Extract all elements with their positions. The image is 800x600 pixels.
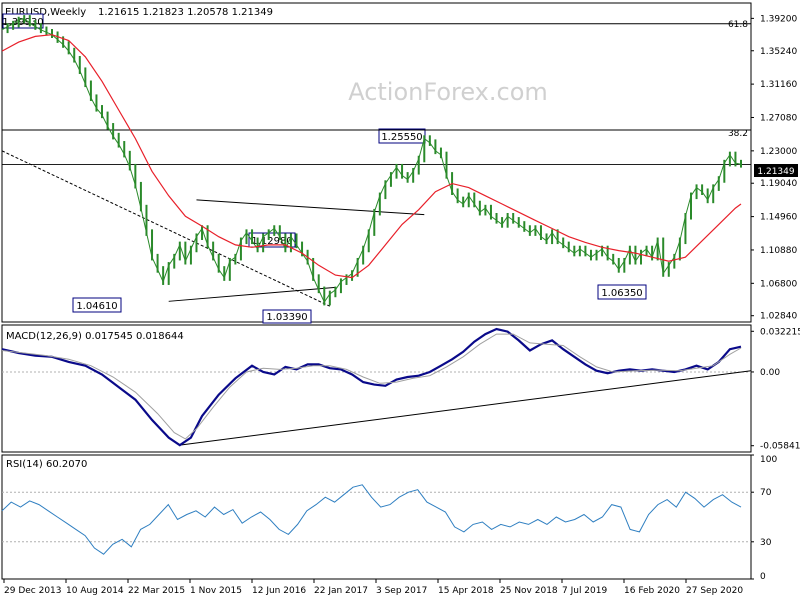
triangle-lower-line — [168, 286, 336, 302]
dashed-trendline — [1, 150, 331, 307]
price-panel — [1, 2, 752, 323]
x-tick-label: 16 Feb 2020 — [624, 586, 680, 596]
macd-trendline — [179, 370, 752, 446]
x-tick-label: 25 Nov 2018 — [500, 586, 558, 596]
rsi-title: RSI(14) 60.2070 — [6, 459, 87, 470]
macd-panel — [1, 324, 752, 453]
current-price-marker: 1.21349 — [754, 164, 798, 177]
watermark: ActionForex.com — [348, 78, 548, 106]
svg-text:1.39930: 1.39930 — [2, 17, 43, 28]
rsi-y-tick-label: 0 — [760, 572, 766, 582]
price-y-tick-label: 1.23000 — [760, 147, 797, 157]
signal-line — [1, 333, 742, 440]
rsi-y-tick-label: 100 — [760, 455, 777, 465]
svg-text:1.21349: 1.21349 — [757, 167, 794, 177]
label-low-1.06350: 1.06350 — [597, 284, 647, 300]
x-tick-label: 12 Jun 2016 — [252, 586, 306, 596]
price-y-tick-label: 1.14960 — [760, 213, 797, 223]
rsi-line — [1, 484, 742, 555]
price-y-tick-label: 1.06800 — [760, 279, 797, 289]
price-y-tick-label: 1.31160 — [760, 80, 797, 90]
macd-y-tick-label: 0.00 — [760, 368, 780, 378]
x-tick-label: 7 Jul 2019 — [562, 586, 607, 596]
moving-average-line — [1, 34, 742, 279]
price-y-tick-label: 1.35240 — [760, 47, 797, 57]
svg-text:1.03390: 1.03390 — [266, 312, 307, 323]
price-y-tick-label: 1.10880 — [760, 246, 797, 256]
x-tick-label: 29 Dec 2013 — [4, 586, 62, 596]
x-tick-label: 15 Apr 2018 — [438, 586, 494, 596]
chart-symbol: EURUSD,Weekly — [5, 7, 86, 18]
chart-ohlc: 1.21615 1.21823 1.20578 1.21349 — [98, 7, 273, 18]
svg-text:1.12980: 1.12980 — [251, 236, 292, 247]
fib-label-382: 38.2 — [728, 129, 748, 139]
x-tick-label: 10 Aug 2014 — [66, 586, 124, 596]
x-tick-label: 27 Sep 2020 — [686, 586, 743, 596]
rsi-y-tick-label: 30 — [760, 538, 772, 548]
label-low-1.04610: 1.04610 — [72, 297, 122, 313]
macd-y-tick-label: 0.032215 — [760, 327, 800, 337]
macd-title: MACD(12,26,9) 0.017545 0.018644 — [6, 331, 184, 342]
price-y-tick-label: 1.39200 — [760, 14, 797, 24]
x-tick-label: 22 Mar 2015 — [128, 586, 185, 596]
label-high-1.25550: 1.25550 — [378, 128, 426, 144]
svg-text:1.25550: 1.25550 — [381, 132, 422, 143]
label-low-1.03390: 1.03390 — [262, 309, 312, 324]
svg-text:1.06350: 1.06350 — [601, 288, 642, 299]
rsi-y-tick-label: 70 — [760, 488, 772, 498]
macd-line — [1, 327, 742, 447]
macd-y-tick-label: -0.058413 — [760, 442, 800, 452]
triangle-upper-line — [196, 199, 425, 216]
fib-label-618: 61.8 — [728, 20, 748, 30]
price-y-tick-label: 1.02840 — [760, 312, 797, 322]
x-tick-label: 22 Jan 2017 — [314, 586, 368, 596]
price-y-tick-label: 1.19040 — [760, 179, 797, 189]
price-y-tick-label: 1.27080 — [760, 113, 797, 123]
svg-text:1.04610: 1.04610 — [76, 301, 117, 312]
x-tick-label: 1 Nov 2015 — [190, 586, 242, 596]
price-close-line — [1, 17, 742, 304]
x-tick-label: 3 Sep 2017 — [376, 586, 427, 596]
